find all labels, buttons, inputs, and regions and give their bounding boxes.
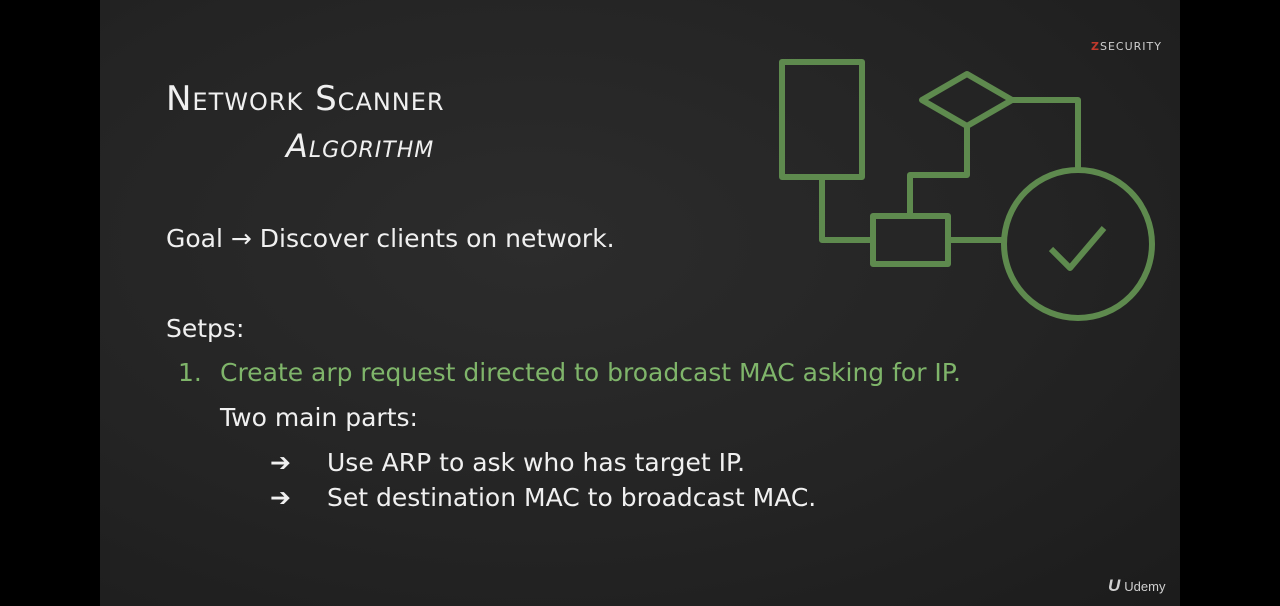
arrow-icon: ➔ <box>270 448 291 477</box>
bullet-text: Use ARP to ask who has target IP. <box>327 448 746 477</box>
step-1-number: 1. <box>178 358 202 387</box>
bullet-item: ➔ Use ARP to ask who has target IP. <box>270 448 745 478</box>
flowchart-connector <box>907 125 970 216</box>
flowchart-process-box <box>779 59 865 180</box>
flowchart-decision-diamond <box>919 71 1015 129</box>
udemy-logo: U Udemy <box>1108 576 1165 596</box>
step-1-text: Create arp request directed to broadcast… <box>220 358 961 387</box>
step-1: 1. Create arp request directed to broadca… <box>178 358 961 388</box>
goal-text: Goal → Discover clients on network. <box>166 224 615 253</box>
slide: ZSECURITY Network Scanner Algorithm Goal… <box>100 0 1180 606</box>
check-icon <box>1048 226 1107 271</box>
parts-label: Two main parts: <box>220 403 418 432</box>
flowchart-end-circle <box>1001 167 1155 321</box>
bullet-text: Set destination MAC to broadcast MAC. <box>327 483 817 512</box>
zsecurity-logo: ZSECURITY <box>1091 40 1162 53</box>
udemy-icon: U <box>1108 576 1121 595</box>
slide-subtitle: Algorithm <box>286 127 435 165</box>
flowchart-connector <box>819 177 873 243</box>
flowchart-connector <box>1012 97 1081 170</box>
udemy-label: Udemy <box>1124 578 1166 594</box>
slide-title: Network Scanner <box>166 79 445 119</box>
arrow-icon: ➔ <box>270 483 291 512</box>
flowchart-small-box <box>870 213 951 267</box>
bullet-item: ➔ Set destination MAC to broadcast MAC. <box>270 483 816 513</box>
steps-label: Setps: <box>166 314 245 343</box>
flowchart-icon <box>779 59 1155 321</box>
